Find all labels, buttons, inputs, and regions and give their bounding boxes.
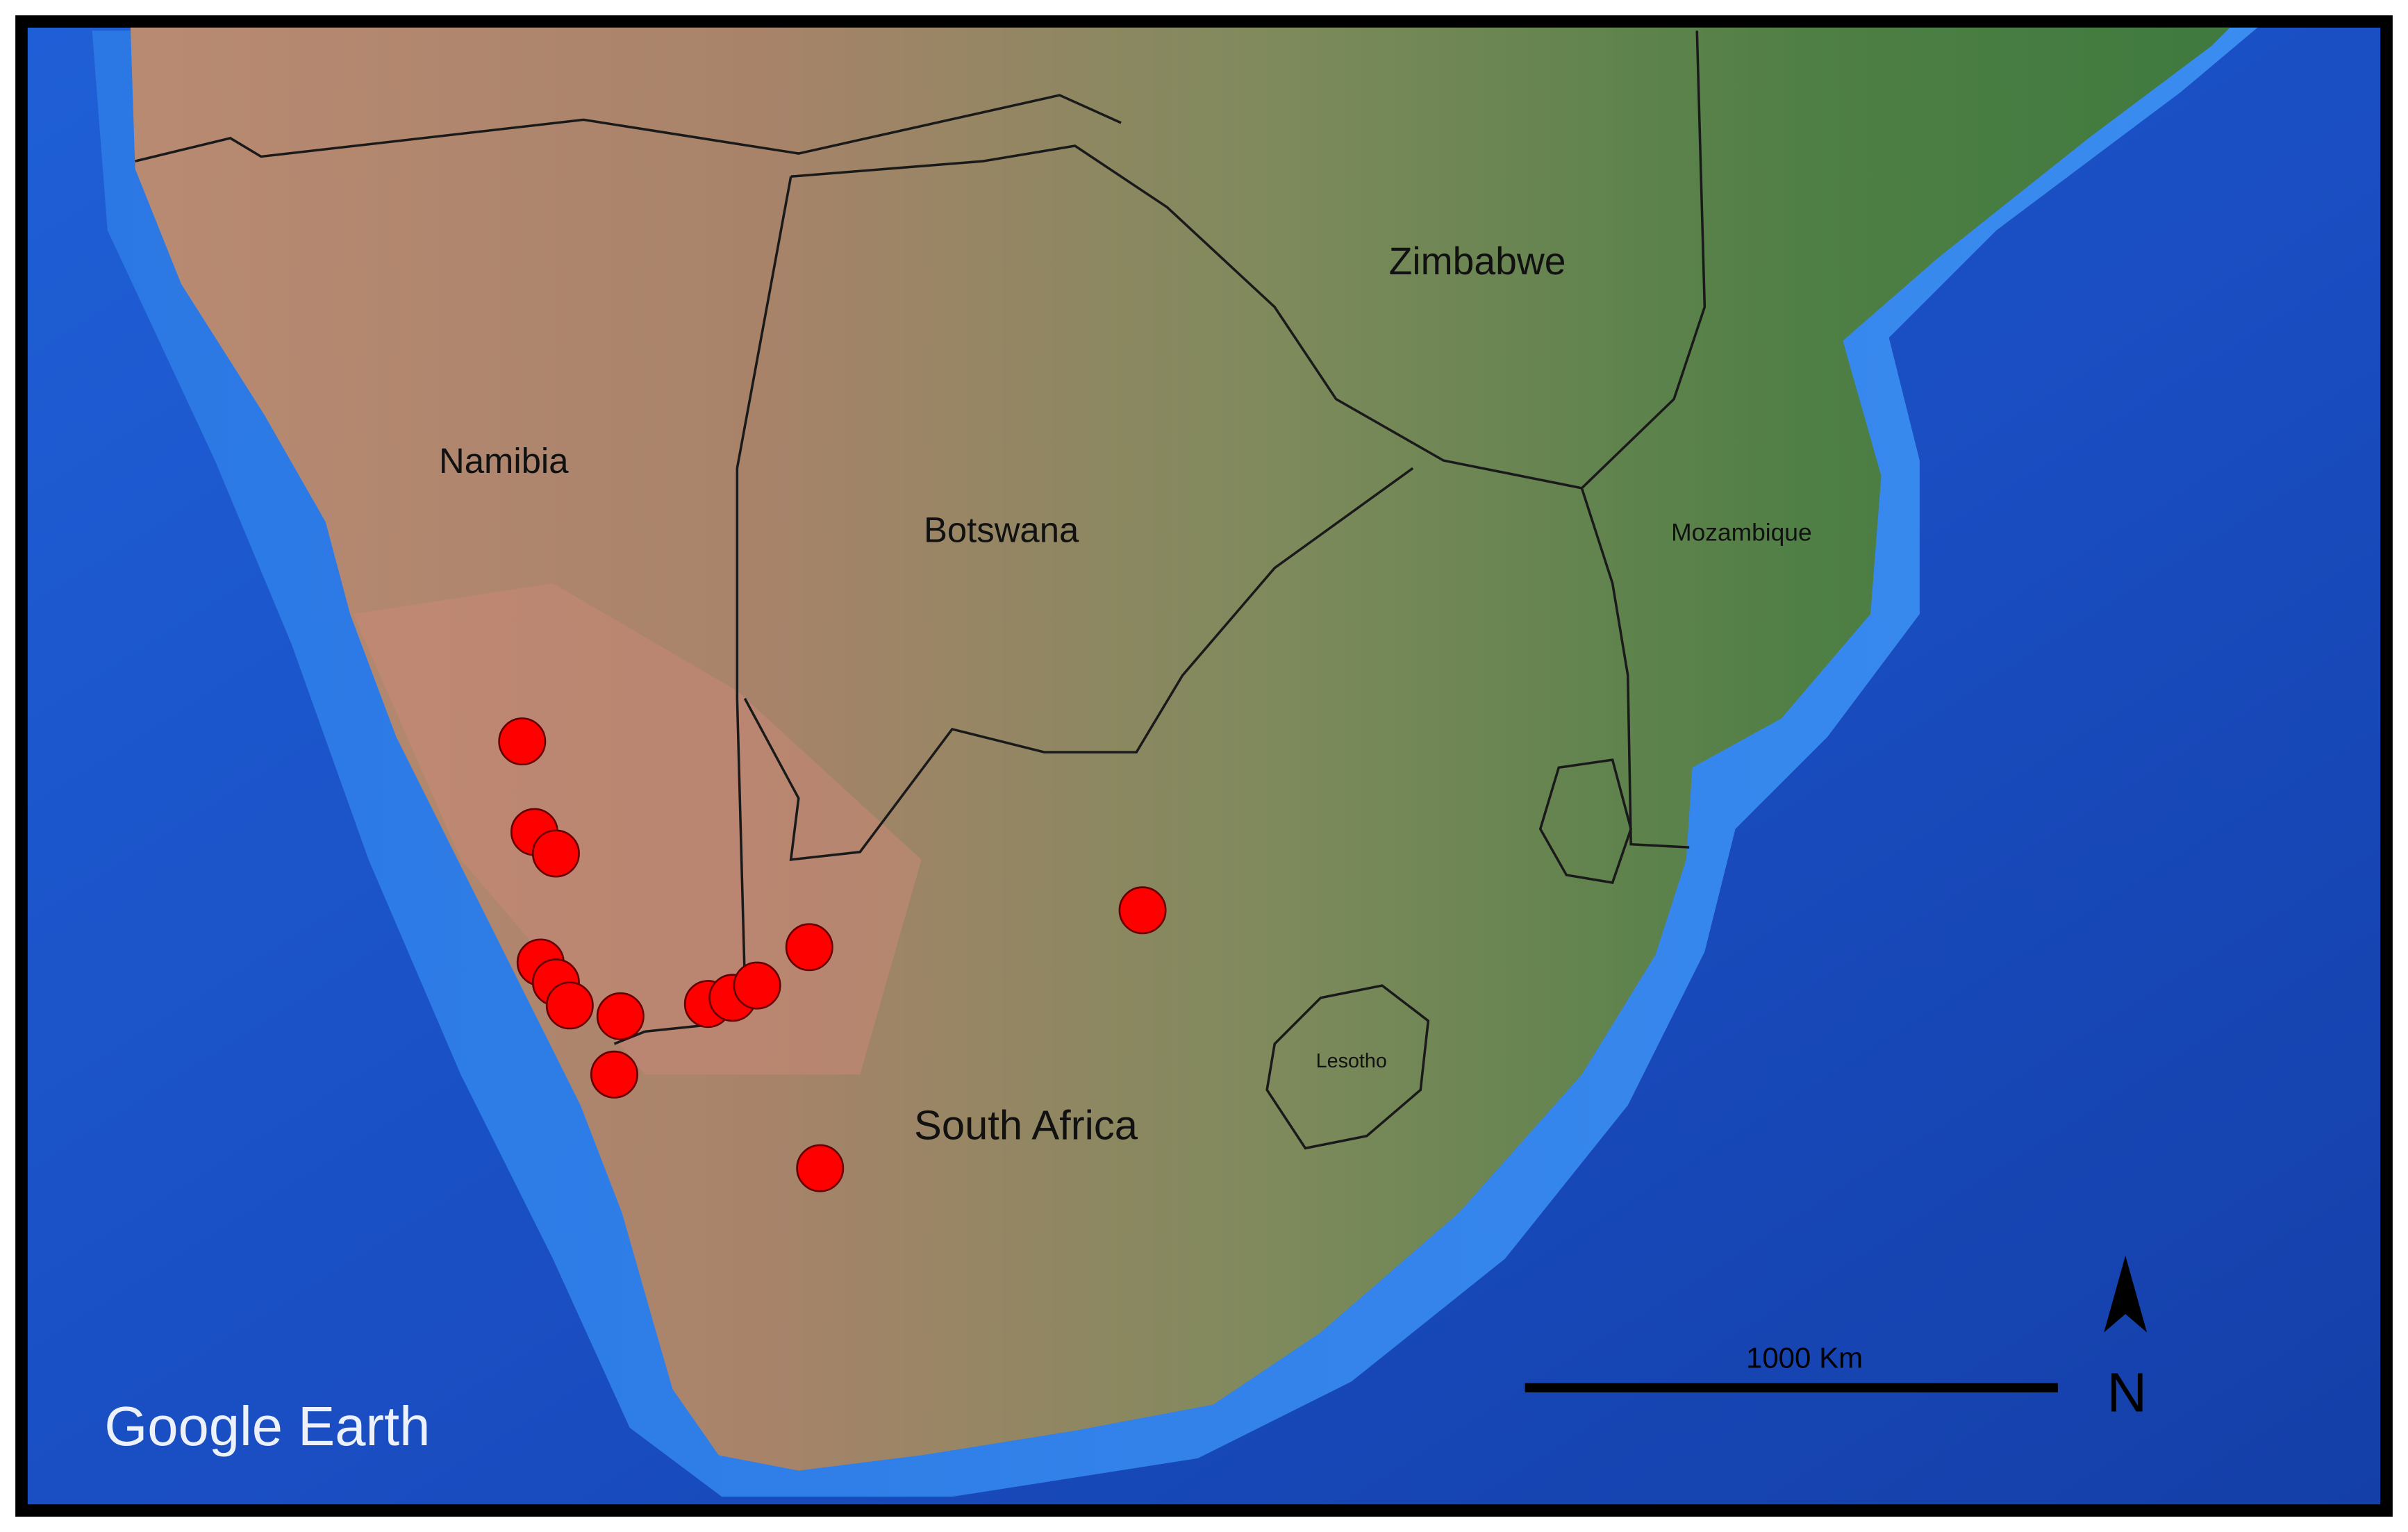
country-label: Lesotho: [1316, 1050, 1387, 1072]
country-label: Namibia: [439, 441, 569, 481]
site-marker: [545, 981, 594, 1030]
site-marker: [596, 992, 645, 1040]
site-marker: [1118, 886, 1167, 935]
north-label: N: [2107, 1362, 2147, 1424]
site-marker: [733, 961, 781, 1010]
swaziland-border: [1538, 758, 1633, 884]
site-marker: [590, 1050, 638, 1099]
land: [130, 27, 2230, 1471]
lesotho-border: [1265, 984, 1430, 1150]
border: [790, 144, 1582, 490]
border: [1580, 488, 1690, 849]
border: [743, 467, 1414, 861]
country-label: South Africa: [914, 1101, 1138, 1148]
site-markers: [498, 717, 1167, 1192]
country-label: Botswana: [924, 510, 1079, 549]
desert-area: [353, 583, 922, 1075]
site-marker: [785, 923, 833, 972]
border: [135, 94, 1122, 163]
attribution: Google Earth: [104, 1395, 430, 1457]
site-marker: [498, 717, 547, 766]
site-marker: [531, 829, 580, 878]
country-label: Mozambique: [1671, 519, 1811, 547]
site-marker: [796, 1144, 845, 1192]
scale-label: 1000 Km: [1746, 1342, 1863, 1374]
country-label: Zimbabwe: [1389, 240, 1566, 283]
north-arrow: [2104, 1256, 2148, 1333]
border: [1581, 31, 1707, 490]
